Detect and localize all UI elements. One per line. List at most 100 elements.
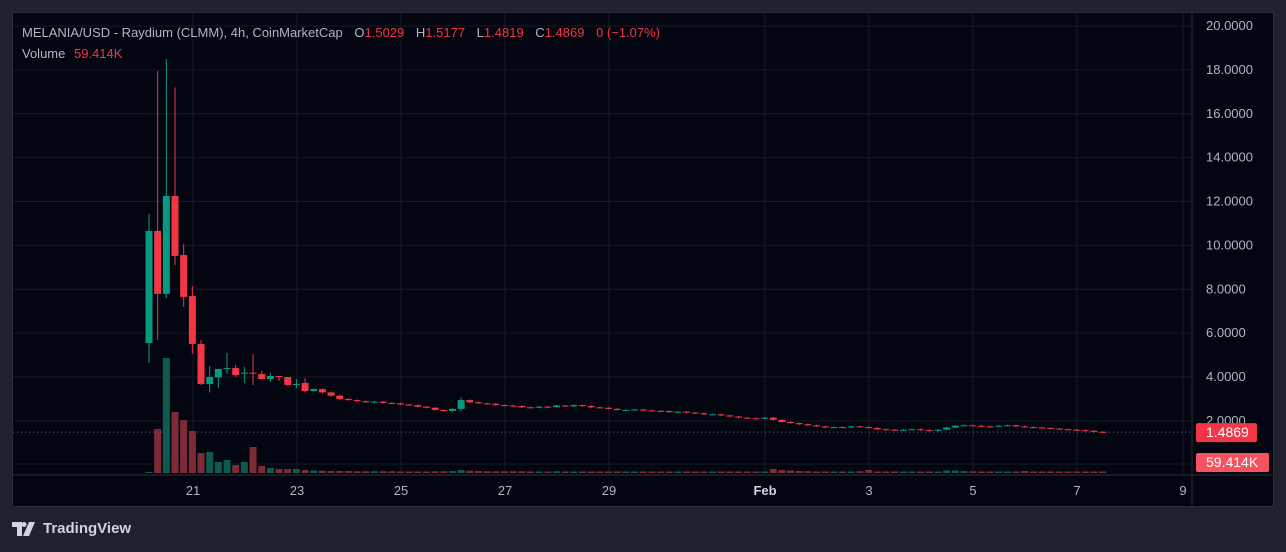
volume-bar (518, 471, 526, 473)
candle-body (648, 410, 656, 412)
volume-bar (162, 358, 170, 473)
volume-bar (561, 471, 569, 473)
volume-bar (318, 470, 326, 473)
price-tick-label: 4.0000 (1206, 369, 1246, 384)
candle-body (717, 414, 725, 416)
high-label: H (415, 25, 426, 40)
candle-body (570, 405, 578, 407)
volume-bar (691, 471, 699, 473)
volume-bar (657, 471, 665, 473)
volume-bar (1073, 471, 1081, 473)
candle-body (180, 255, 188, 297)
candle-body (769, 417, 777, 420)
candle-body (665, 411, 673, 413)
volume-bar (787, 470, 795, 473)
volume-bar (1099, 471, 1107, 473)
candle-body (370, 401, 378, 403)
volume-bar (995, 471, 1003, 473)
last-price-badge: 1.4869 (1206, 424, 1249, 440)
volume-bar (509, 471, 517, 473)
volume-bar (145, 472, 153, 473)
candle-body (206, 377, 214, 385)
volume-bar (1003, 471, 1011, 473)
chart-frame[interactable] (12, 12, 1274, 507)
high-value: 1.5177 (425, 25, 466, 40)
volume-bar (249, 447, 257, 473)
volume-bar (648, 471, 656, 473)
candle-body (526, 407, 534, 409)
candle-body (778, 419, 786, 423)
time-tick-label: 5 (969, 483, 976, 498)
candle-body (344, 398, 352, 401)
volume-bar (310, 470, 318, 473)
candle-body (873, 427, 881, 430)
volume-bar (474, 471, 482, 473)
volume-bar (830, 471, 838, 473)
time-tick-label: 25 (394, 483, 408, 498)
price-tick-label: 20.0000 (1206, 18, 1253, 33)
candle-body (448, 408, 456, 412)
candle-body (657, 410, 665, 412)
volume-bar (761, 471, 769, 473)
volume-bar (891, 471, 899, 473)
volume-bar (683, 471, 691, 473)
volume-bar (535, 471, 543, 473)
time-tick-label: 9 (1179, 483, 1186, 498)
candle-body (865, 427, 873, 429)
volume-bar (552, 471, 560, 473)
candle-body (613, 408, 621, 410)
volume-bar (284, 469, 292, 473)
volume-bar (969, 471, 977, 473)
candle-body (830, 427, 838, 429)
close-value: 1.4869 (544, 25, 585, 40)
volume-bar (500, 471, 508, 473)
candle-body (951, 425, 959, 428)
candle-body (1064, 429, 1072, 431)
candle-body (743, 417, 751, 419)
candle-body (197, 343, 205, 385)
tradingview-logo[interactable]: TradingView (12, 520, 131, 537)
candle-body (917, 429, 925, 431)
candle-body (336, 395, 344, 399)
candle-body (509, 405, 517, 407)
candle-body (552, 405, 560, 408)
candle-body (145, 230, 153, 344)
volume-bar (301, 470, 309, 473)
volume-bar (154, 429, 162, 473)
candle-body (813, 425, 821, 427)
candle-body (795, 423, 803, 425)
candle-body (292, 384, 300, 386)
price-tick-label: 10.0000 (1206, 237, 1253, 252)
candle-body (925, 430, 933, 432)
candle-body (275, 375, 283, 378)
volume-bar (1055, 471, 1063, 473)
candle-body (414, 405, 422, 407)
candle-body (891, 429, 899, 431)
volume-bar (743, 471, 751, 473)
volume-bar (171, 412, 179, 473)
volume-bar (943, 470, 951, 473)
last-price-badge-bg (1196, 423, 1257, 443)
candle-body (1003, 425, 1011, 427)
candle-body (726, 415, 734, 417)
volume-bar (544, 471, 552, 473)
candle-body (969, 425, 977, 427)
candle-body (1099, 431, 1107, 433)
volume-bar (605, 471, 613, 473)
volume-value: 59.414K (74, 46, 123, 61)
last-volume-badge: 59.414K (1206, 454, 1259, 470)
candle-body (1055, 428, 1063, 430)
volume-bar (223, 460, 231, 473)
candle-body (258, 373, 266, 380)
volume-bar (639, 471, 647, 473)
volume-bar (587, 471, 595, 473)
volume-bar (1038, 471, 1046, 473)
volume-bar (856, 471, 864, 473)
volume-bar (665, 471, 673, 473)
candle-body (674, 411, 682, 413)
candle-body (318, 389, 326, 393)
volume-bar (613, 471, 621, 473)
volume-label: Volume (22, 46, 66, 61)
volume-bar (622, 471, 630, 473)
